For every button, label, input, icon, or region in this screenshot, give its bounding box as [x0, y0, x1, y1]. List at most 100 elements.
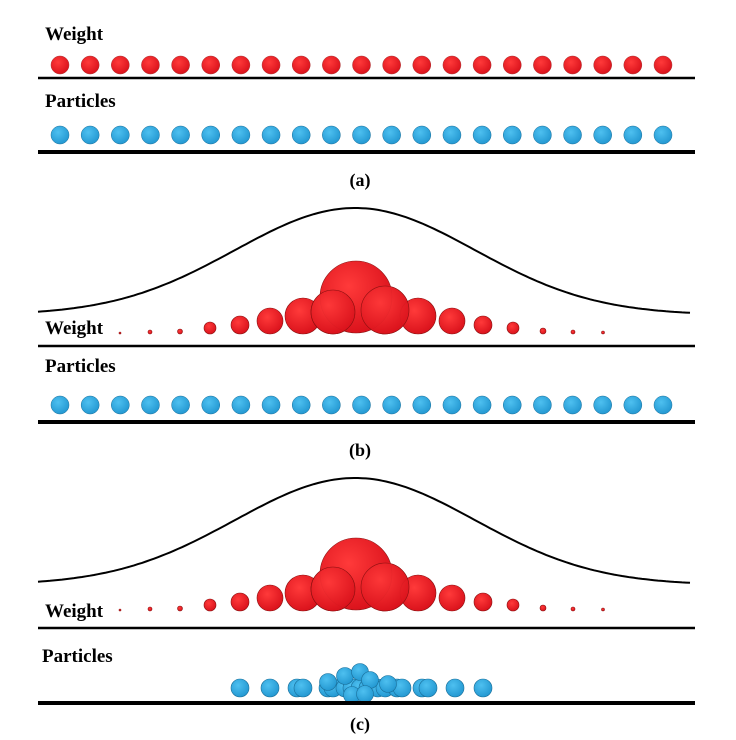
- particle: [322, 125, 341, 145]
- particle: [356, 685, 374, 703]
- weight-dot: [80, 55, 100, 75]
- particle: [230, 678, 250, 698]
- weight-dot: [147, 329, 153, 335]
- weight-dot: [203, 321, 217, 335]
- particle: [261, 395, 281, 415]
- weight-dot: [118, 608, 122, 612]
- weight-dot: [412, 55, 432, 75]
- weight-dot: [563, 55, 582, 75]
- particle: [503, 395, 522, 415]
- particle: [653, 125, 673, 145]
- weight-label: Weight: [45, 318, 104, 339]
- particle: [593, 125, 612, 145]
- weight-dot: [171, 55, 190, 75]
- particle: [201, 395, 220, 415]
- particle: [50, 125, 70, 145]
- particle: [141, 125, 160, 145]
- weight-label: Weight: [45, 24, 104, 45]
- likelihood-curve: [37, 207, 691, 314]
- particle: [445, 678, 465, 698]
- weight-dot: [533, 55, 552, 75]
- particle: [111, 125, 130, 145]
- particle: [111, 395, 130, 415]
- particle: [533, 125, 552, 145]
- weight-dot: [231, 55, 251, 75]
- particle: [382, 125, 401, 145]
- weight-dot: [230, 592, 250, 612]
- caption: (a): [350, 170, 371, 191]
- particle: [472, 125, 492, 145]
- weight-dot: [570, 329, 576, 335]
- particle: [533, 395, 552, 415]
- particle: [563, 125, 582, 145]
- particle: [442, 395, 462, 415]
- particle: [472, 395, 492, 415]
- weight-dot: [141, 55, 160, 75]
- weight-dot: [111, 55, 130, 75]
- particle: [412, 125, 432, 145]
- particle: [593, 395, 612, 415]
- weight-dot: [382, 55, 401, 75]
- weight-dot: [601, 607, 605, 612]
- particle: [141, 395, 160, 415]
- particle: [171, 395, 190, 415]
- particle: [80, 395, 100, 415]
- particle: [352, 125, 371, 145]
- particle: [418, 678, 438, 698]
- particle: [201, 125, 220, 145]
- weight-dot: [623, 55, 643, 75]
- weight-dot: [261, 55, 281, 75]
- weight-label: Weight: [45, 601, 104, 622]
- weight-dot: [506, 321, 520, 335]
- particle: [473, 678, 493, 698]
- weight-dot: [539, 327, 547, 335]
- weight-dot: [503, 55, 522, 75]
- weight-dot: [653, 55, 673, 75]
- diagram-layer: [37, 55, 695, 705]
- weight-dot: [230, 315, 250, 335]
- particle: [623, 395, 643, 415]
- particle: [293, 678, 313, 698]
- particle: [322, 395, 341, 415]
- weight-dot: [360, 285, 410, 335]
- weight-dot: [310, 566, 356, 612]
- particle: [336, 667, 354, 685]
- particles-label: Particles: [42, 646, 113, 667]
- weight-dot: [506, 598, 520, 612]
- particle: [231, 125, 251, 145]
- likelihood-curve: [37, 477, 691, 584]
- weight-dot: [473, 592, 493, 612]
- weight-dot: [438, 307, 466, 335]
- particle: [260, 678, 280, 698]
- weight-dot: [256, 307, 284, 335]
- weight-dot: [177, 328, 183, 335]
- weight-dot: [539, 604, 547, 612]
- weight-dot: [147, 606, 153, 612]
- particle: [171, 125, 190, 145]
- weight-dot: [442, 55, 462, 75]
- weight-dot: [473, 315, 493, 335]
- weight-dot: [256, 584, 284, 612]
- weight-dot: [352, 55, 371, 75]
- weight-dot: [593, 55, 612, 75]
- particle: [352, 395, 371, 415]
- caption: (c): [350, 714, 370, 735]
- particle: [653, 395, 673, 415]
- weight-dot: [118, 331, 122, 335]
- weight-dot: [601, 330, 605, 335]
- particles-label: Particles: [45, 356, 116, 377]
- particle: [563, 395, 582, 415]
- weight-dot: [177, 605, 183, 612]
- particle: [291, 395, 311, 415]
- weight-dot: [322, 55, 341, 75]
- particle: [382, 395, 401, 415]
- weight-dot: [570, 606, 576, 612]
- particle: [623, 125, 643, 145]
- weight-dot: [310, 289, 356, 335]
- particle: [50, 395, 70, 415]
- weight-dot: [472, 55, 492, 75]
- particle: [442, 125, 462, 145]
- particle: [261, 125, 281, 145]
- particle: [503, 125, 522, 145]
